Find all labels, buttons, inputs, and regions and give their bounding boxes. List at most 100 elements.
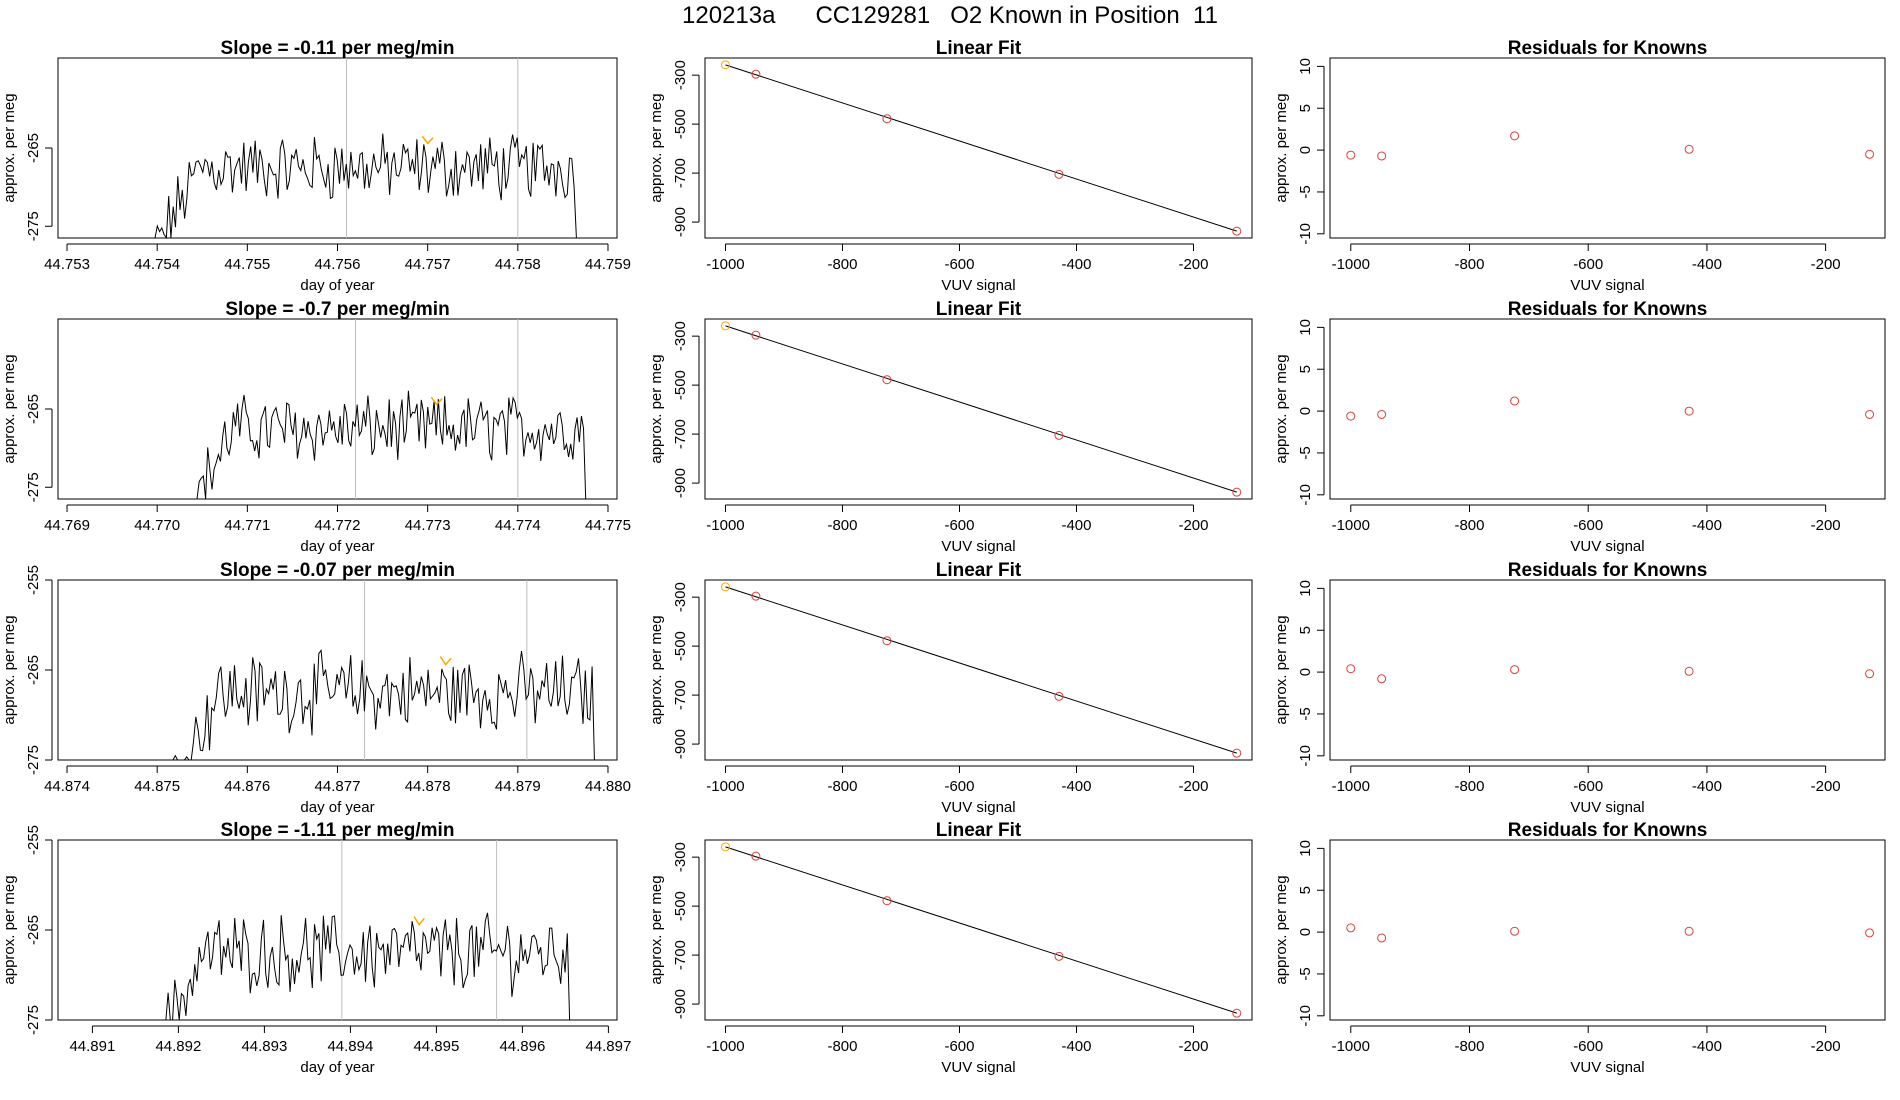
y-tick-label: -265 — [25, 133, 42, 163]
x-tick-label: 44.754 — [134, 256, 180, 273]
chart-title: Linear Fit — [936, 820, 1022, 841]
x-tick-label: 44.875 — [134, 778, 180, 795]
data-point — [1510, 926, 1520, 936]
y-axis-label: approx. per meg — [648, 615, 665, 724]
signal-trace — [184, 390, 590, 500]
data-point — [1232, 748, 1242, 758]
data-point — [751, 851, 761, 861]
x-tick-label: -1000 — [1332, 256, 1370, 273]
plot-frame — [1329, 579, 1886, 761]
plot-frame — [704, 839, 1253, 1021]
data-point — [1346, 664, 1356, 674]
data-point — [1054, 430, 1064, 440]
data-point — [1510, 131, 1520, 141]
x-tick-label: 44.769 — [44, 517, 90, 534]
x-tick-label: 44.894 — [327, 1038, 373, 1055]
y-tick-label: 0 — [1297, 146, 1314, 154]
chart-panel: Slope = -0.11 per meg/min day of year appr… — [1, 38, 631, 294]
data-point — [882, 896, 892, 906]
y-axis-label: approx. per meg — [648, 93, 665, 202]
chart-panel: Linear Fit VUV signal approx. per meg -1000… — [648, 299, 1253, 555]
y-tick-label: 10 — [1297, 319, 1314, 336]
data-point — [1232, 487, 1242, 497]
page-title: 120213a CC129281 O2 Known in Position 11 — [682, 2, 1218, 29]
data-point — [1232, 226, 1242, 236]
y-tick-label: -265 — [25, 915, 42, 945]
plot-frame — [704, 318, 1253, 500]
x-tick-label: -200 — [1178, 256, 1208, 273]
x-axis-label: day of year — [300, 1059, 374, 1076]
data-point — [720, 60, 730, 70]
x-tick-label: 44.893 — [241, 1038, 287, 1055]
x-tick-label: -400 — [1692, 1038, 1722, 1055]
data-point — [1684, 144, 1694, 154]
y-tick-label: -275 — [25, 211, 42, 241]
x-tick-label: -200 — [1811, 256, 1841, 273]
x-tick-label: -800 — [827, 1038, 857, 1055]
data-point — [882, 636, 892, 646]
x-tick-label: 44.874 — [44, 778, 90, 795]
y-tick-label: 5 — [1297, 365, 1314, 373]
y-tick-label: -275 — [25, 1005, 42, 1035]
data-point — [1054, 691, 1064, 701]
x-tick-label: -200 — [1178, 517, 1208, 534]
x-axis-label: VUV signal — [1570, 538, 1644, 555]
plot-frame — [57, 57, 618, 239]
x-tick-label: -400 — [1692, 256, 1722, 273]
x-tick-label: -800 — [1454, 778, 1484, 795]
x-tick-label: 44.774 — [495, 517, 541, 534]
x-tick-label: -1000 — [706, 1038, 744, 1055]
data-point — [1232, 1008, 1242, 1018]
y-tick-label: 10 — [1297, 580, 1314, 597]
plot-frame — [57, 318, 618, 500]
x-axis-label: VUV signal — [941, 277, 1015, 294]
x-tick-label: -400 — [1692, 517, 1722, 534]
y-tick-label: -5 — [1297, 707, 1314, 720]
x-tick-label: -200 — [1178, 1038, 1208, 1055]
y-tick-label: 10 — [1297, 58, 1314, 75]
chart-panel: Linear Fit VUV signal approx. per meg -1000… — [648, 820, 1253, 1076]
y-tick-label: -5 — [1297, 967, 1314, 980]
y-axis-label: approx. per meg — [1, 615, 18, 724]
plot-frame — [704, 579, 1253, 761]
data-point — [1510, 665, 1520, 675]
chart-panel: Slope = -0.7 per meg/min day of year appro… — [1, 299, 631, 555]
chart-panel: Residuals for Knowns VUV signal approx. pe… — [1273, 820, 1886, 1076]
chart-title: Slope = -1.11 per meg/min — [221, 820, 455, 841]
y-axis-label: approx. per meg — [1273, 93, 1290, 202]
data-point — [882, 375, 892, 385]
y-tick-label: -5 — [1297, 446, 1314, 459]
y-tick-label: 5 — [1297, 626, 1314, 634]
data-point — [1377, 409, 1387, 419]
fit-line — [725, 846, 1237, 1014]
data-point — [1684, 666, 1694, 676]
y-tick-label: 0 — [1297, 407, 1314, 415]
x-tick-label: 44.759 — [585, 256, 631, 273]
x-axis-label: VUV signal — [941, 799, 1015, 816]
x-tick-label: 44.877 — [315, 778, 361, 795]
data-point — [1865, 669, 1875, 679]
data-point — [1377, 151, 1387, 161]
x-tick-label: -800 — [827, 256, 857, 273]
x-axis-label: VUV signal — [1570, 1059, 1644, 1076]
y-tick-label: -700 — [672, 419, 689, 449]
x-tick-label: -400 — [1061, 517, 1091, 534]
chart-panel: Residuals for Knowns VUV signal approx. pe… — [1273, 299, 1886, 555]
data-point — [1054, 951, 1064, 961]
highlight-segment — [413, 916, 425, 926]
data-point — [882, 114, 892, 124]
y-tick-label: -500 — [672, 891, 689, 921]
y-tick-label: -300 — [672, 842, 689, 872]
highlight-segment — [439, 656, 452, 666]
x-tick-label: -1000 — [706, 517, 744, 534]
y-axis-label: approx. per meg — [1, 875, 18, 984]
x-tick-label: -200 — [1811, 778, 1841, 795]
data-point — [1684, 406, 1694, 416]
x-tick-label: -600 — [944, 517, 974, 534]
fit-line — [725, 64, 1237, 232]
y-tick-label: -900 — [672, 729, 689, 759]
chart-title: Slope = -0.07 per meg/min — [220, 560, 455, 581]
x-tick-label: 44.897 — [585, 1038, 631, 1055]
x-tick-label: 44.878 — [405, 778, 451, 795]
data-point — [751, 591, 761, 601]
